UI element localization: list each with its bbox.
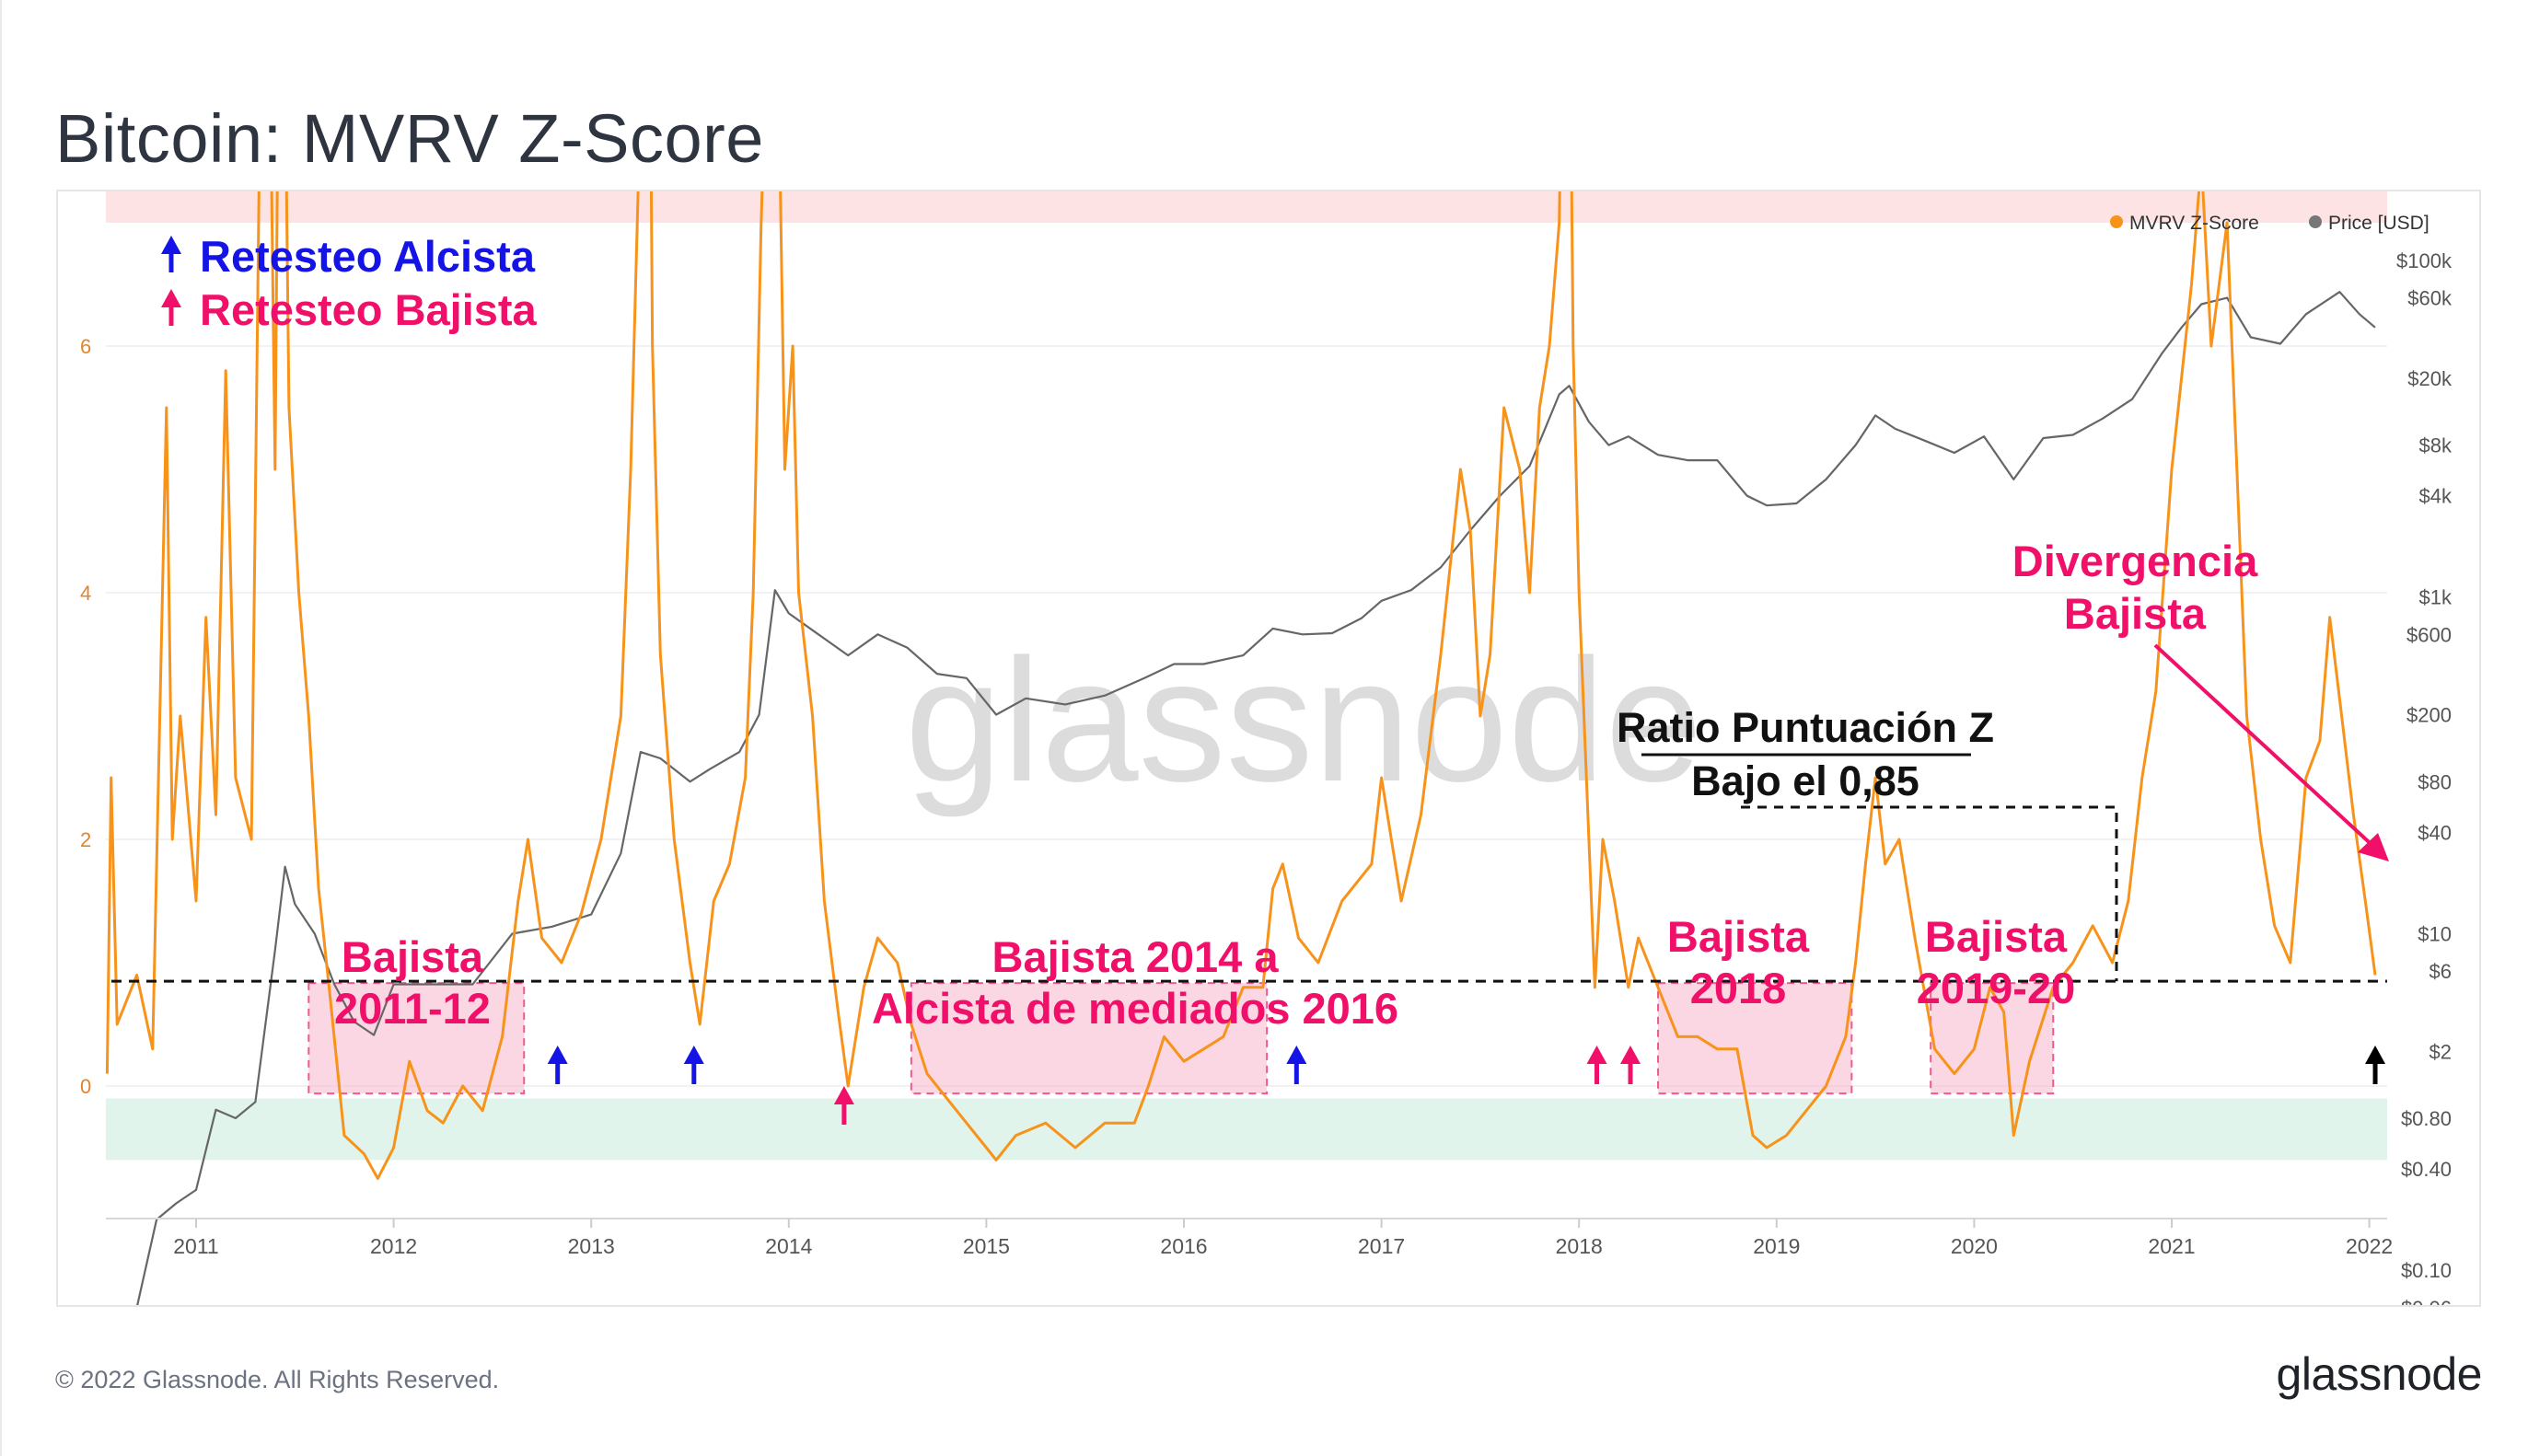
axes: 121086420-220112012201320142015201620172… xyxy=(80,249,2453,1305)
y-right-tick: $100k xyxy=(2396,249,2453,272)
y-right-tick: $8k xyxy=(2419,434,2453,457)
bull-retest-label: Retesteo Alcista xyxy=(200,232,536,281)
arrow-head xyxy=(1586,1046,1607,1064)
x-tick: 2016 xyxy=(1160,1234,1207,1258)
chart-frame: glassnode 121086420-22011201220132014201… xyxy=(56,190,2481,1307)
arrow-head xyxy=(683,1046,704,1064)
arrow-head xyxy=(161,289,181,307)
zone-label: Bajista 2014 a xyxy=(992,932,1280,981)
divergence-label-line2: Bajista xyxy=(2064,589,2207,638)
x-tick: 2019 xyxy=(1753,1234,1800,1258)
bear-retest-arrow xyxy=(1619,1046,1641,1084)
x-tick: 2014 xyxy=(765,1234,812,1258)
bear-retest-legend-arrow xyxy=(161,289,181,326)
divergence-label-line1: Divergencia xyxy=(2012,537,2258,585)
zone-label: 2019-20 xyxy=(1917,964,2076,1012)
ratio-bracket xyxy=(1741,805,2118,982)
y-left-tick: 2 xyxy=(80,828,91,851)
y-right-tick: $2 xyxy=(2429,1040,2452,1063)
red-zone xyxy=(106,191,2387,223)
x-tick: 2020 xyxy=(1951,1234,1998,1258)
arrow-head xyxy=(2365,1046,2386,1064)
bear-zone-box xyxy=(910,982,1269,1095)
x-tick: 2022 xyxy=(2346,1234,2393,1258)
bear-retest-arrow xyxy=(833,1086,854,1125)
legend-marker xyxy=(2309,215,2322,228)
bear-zone-box xyxy=(1930,982,2055,1095)
arrow-head xyxy=(161,236,181,254)
zone-label: Bajista xyxy=(1925,912,2068,961)
y-right-tick: $600 xyxy=(2406,623,2452,646)
legend: MVRV Z-Score Price [USD] xyxy=(2110,213,2429,234)
y-right-tick: $200 xyxy=(2406,704,2452,727)
bear-zone-box xyxy=(1657,982,1853,1095)
legend-label: MVRV Z-Score xyxy=(2129,213,2259,234)
y-right-tick: $1k xyxy=(2419,586,2453,609)
bear-retest-label: Retesteo Bajista xyxy=(200,285,538,334)
watermark-text: glassnode xyxy=(905,623,1702,818)
y-right-tick: $4k xyxy=(2419,485,2453,508)
arrow-head xyxy=(833,1086,854,1104)
y-left-tick: 6 xyxy=(80,335,91,358)
arrow-head xyxy=(1619,1046,1641,1064)
bull-retest-arrow xyxy=(547,1046,568,1084)
current-retest-arrow xyxy=(2365,1046,2386,1084)
y-right-tick: $0.10 xyxy=(2401,1259,2452,1282)
zone-label: Alcista de mediados 2016 xyxy=(872,984,1398,1033)
watermark: glassnode xyxy=(905,623,1702,818)
y-right-tick: $60k xyxy=(2407,287,2453,310)
divergence-arrow-shaft xyxy=(2153,643,2380,852)
x-tick: 2017 xyxy=(1358,1234,1405,1258)
bull-retest-legend-arrow xyxy=(161,236,181,272)
price-line xyxy=(136,291,2376,1305)
bear-boxes xyxy=(307,982,2055,1095)
y-right-tick: $40 xyxy=(2418,821,2452,844)
page-edge xyxy=(0,0,2,1456)
bear-retest-arrow xyxy=(1586,1046,1607,1084)
y-left-tick: 4 xyxy=(80,582,91,605)
legend-marker xyxy=(2110,215,2123,228)
x-tick: 2021 xyxy=(2148,1234,2195,1258)
zone-label: Bajista xyxy=(1667,912,1810,961)
y-right-tick: $0.40 xyxy=(2401,1158,2452,1181)
x-tick: 2013 xyxy=(568,1234,615,1258)
x-tick: 2011 xyxy=(173,1234,218,1258)
bear-zone-box xyxy=(307,982,526,1095)
y-right-tick: $0.80 xyxy=(2401,1107,2452,1130)
zone-label: Bajista xyxy=(342,932,484,981)
x-tick: 2015 xyxy=(963,1234,1010,1258)
bull-retest-arrow xyxy=(1286,1046,1307,1084)
green-zone xyxy=(106,1098,2387,1161)
ratio-label-line2: Bajo el 0,85 xyxy=(1691,757,1919,804)
zscore-series xyxy=(105,191,2377,1180)
x-tick: 2012 xyxy=(370,1234,417,1258)
y-right-tick: $0.06 xyxy=(2401,1297,2452,1305)
price-series xyxy=(136,291,2376,1305)
x-tick: 2018 xyxy=(1556,1234,1603,1258)
zone-label: 2018 xyxy=(1690,964,1787,1012)
y-right-tick: $20k xyxy=(2407,367,2453,390)
y-right-tick: $80 xyxy=(2418,770,2452,793)
divergence-arrow-head xyxy=(2358,833,2389,861)
ratio-label-line1: Ratio Puntuación Z xyxy=(1617,704,1994,751)
y-right-tick: $10 xyxy=(2418,922,2452,945)
chart: glassnode 121086420-22011201220132014201… xyxy=(80,191,2453,1305)
arrow-head xyxy=(547,1046,568,1064)
y-right-tick: $6 xyxy=(2429,960,2452,983)
copyright: © 2022 Glassnode. All Rights Reserved. xyxy=(55,1366,500,1393)
legend-label: Price [USD] xyxy=(2328,213,2429,234)
page-title: Bitcoin: MVRV Z-Score xyxy=(55,99,764,177)
arrow-head xyxy=(1286,1046,1307,1064)
footer-logo[interactable]: glassnode xyxy=(2276,1348,2483,1400)
zscore-line xyxy=(105,191,2377,1180)
y-left-tick: 0 xyxy=(80,1075,91,1098)
zones xyxy=(106,191,2387,1161)
bull-retest-arrow xyxy=(683,1046,704,1084)
zone-label: 2011-12 xyxy=(334,984,491,1033)
